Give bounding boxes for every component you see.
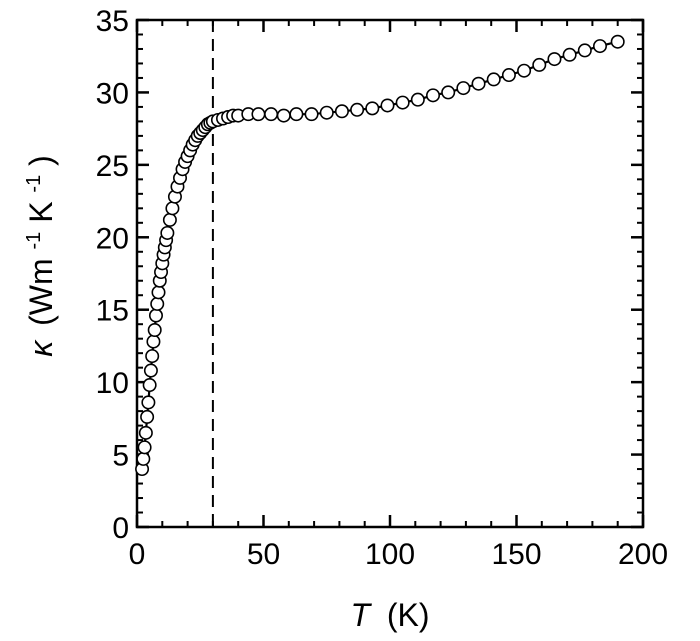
y-axis-unit-close: ) (23, 155, 59, 166)
data-point (137, 440, 152, 455)
y-axis-unit-open: (Wm (23, 258, 59, 326)
data-point (486, 72, 501, 87)
data-point (517, 63, 532, 78)
data-point (426, 88, 441, 103)
data-point (562, 47, 577, 62)
y-tick-label: 0 (112, 512, 129, 545)
data-point (365, 101, 380, 116)
data-point (141, 395, 156, 410)
series-layer (135, 34, 625, 477)
data-point (165, 201, 180, 216)
data-point (150, 296, 165, 311)
data-point (577, 43, 592, 58)
major-ticks (135, 18, 645, 529)
minor-ticks (137, 20, 643, 527)
data-point (395, 95, 410, 110)
y-tick-label: 30 (96, 77, 129, 110)
data-point (151, 285, 166, 300)
y-axis-unit-exp2: -1 (23, 175, 45, 193)
data-point (148, 308, 163, 323)
y-axis-title: κ (Wm -1 K -1 ) (11, 155, 59, 357)
data-point (350, 102, 365, 117)
y-tick-label: 10 (96, 367, 129, 400)
data-point (532, 57, 547, 72)
data-point (162, 212, 177, 227)
data-point (138, 425, 153, 440)
data-point (547, 52, 562, 67)
y-tick-label: 15 (96, 295, 129, 328)
data-point (380, 98, 395, 113)
data-point (610, 34, 625, 49)
x-tick-label: 0 (129, 538, 146, 571)
data-point (471, 76, 486, 91)
data-point (142, 378, 157, 393)
data-point (160, 225, 175, 240)
data-point (251, 107, 266, 122)
y-tick-label: 20 (96, 222, 129, 255)
data-point (441, 85, 456, 100)
data-point (334, 104, 349, 119)
x-tick-label: 100 (365, 538, 415, 571)
data-point (592, 39, 607, 54)
x-tick-label: 150 (491, 538, 541, 571)
data-point (147, 322, 162, 337)
x-axis-title: T (K) (350, 597, 429, 633)
x-axis-unit: (K) (387, 597, 430, 633)
data-point (289, 107, 304, 122)
data-point (136, 451, 151, 466)
data-point (145, 349, 160, 364)
y-tick-label: 5 (112, 440, 129, 473)
x-axis-symbol: T (350, 597, 372, 633)
y-tick-label: 35 (96, 5, 129, 38)
y-axis-unit-exp1: -1 (23, 232, 45, 250)
x-tick-label: 50 (247, 538, 280, 571)
x-tick-label: 200 (618, 538, 668, 571)
data-point (456, 81, 471, 96)
data-point (264, 107, 279, 122)
y-axis-unit-mid: K (23, 201, 59, 222)
data-point (304, 107, 319, 122)
y-tick-label: 25 (96, 150, 129, 183)
x-tick-labels: 0 50 100 150 200 (129, 538, 668, 571)
y-tick-labels: 0 5 10 15 20 25 30 35 (96, 5, 129, 545)
y-axis-symbol: κ (23, 339, 59, 357)
data-point (146, 334, 161, 349)
data-point (143, 363, 158, 378)
data-point (410, 92, 425, 107)
data-point (319, 105, 334, 120)
data-point (140, 409, 155, 424)
data-point (501, 68, 516, 83)
data-point (276, 108, 291, 123)
